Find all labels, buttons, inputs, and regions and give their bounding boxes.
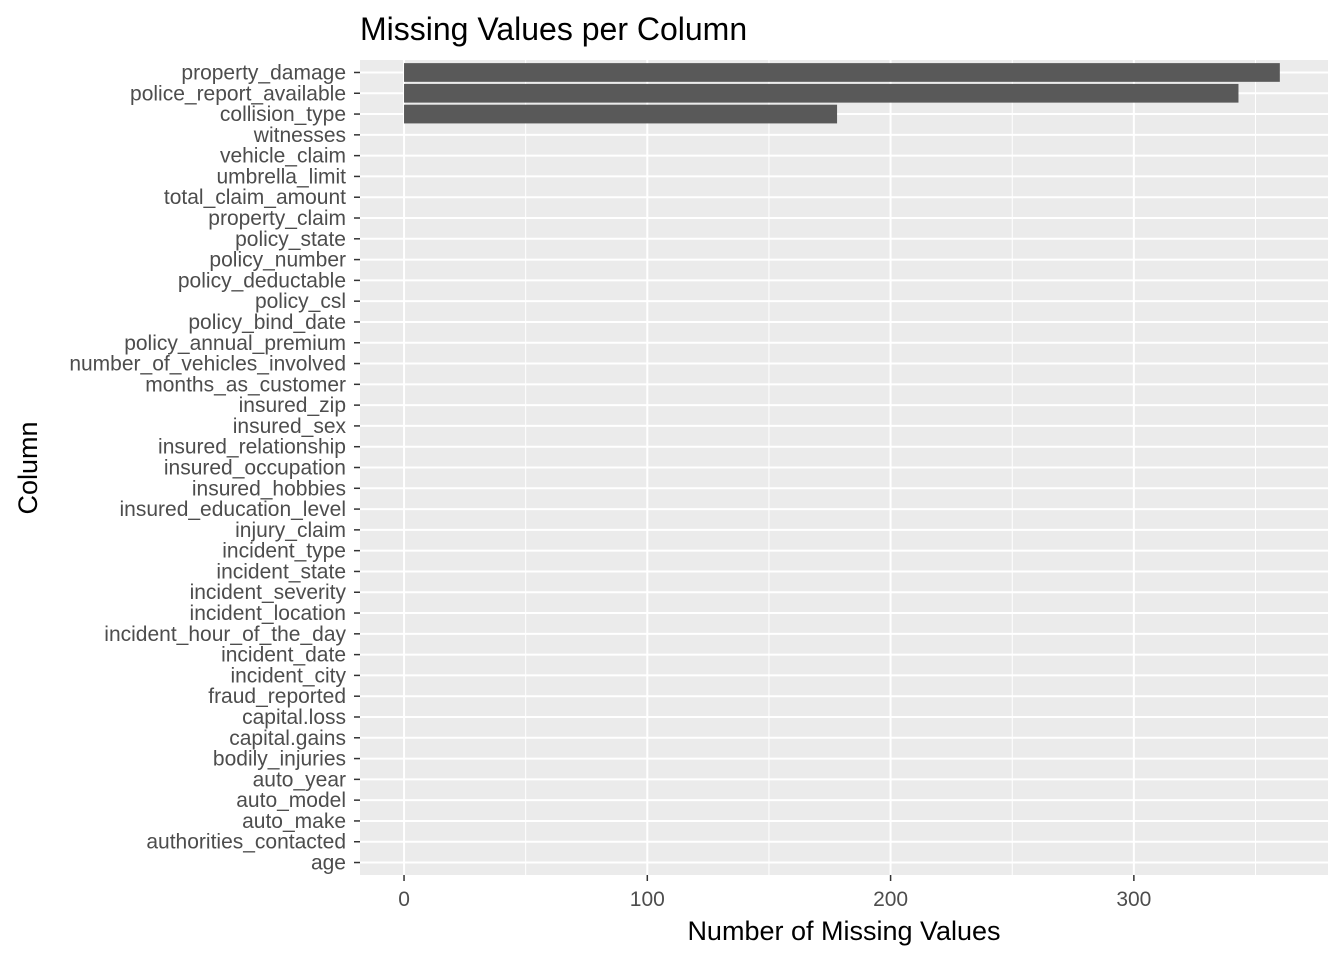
y-tick-label: policy_annual_premium: [124, 332, 346, 355]
y-tick-label: auto_year: [253, 768, 346, 791]
y-tick-label: bodily_injuries: [213, 748, 346, 771]
y-tick-label: injury_claim: [235, 519, 346, 542]
y-tick-label: incident_city: [230, 664, 346, 687]
y-tick-label: capital.loss: [242, 706, 346, 729]
major-gridlines: [360, 60, 1328, 875]
y-tick-label: witnesses: [253, 124, 346, 147]
y-tick-label: auto_make: [242, 810, 346, 833]
x-tick-label: 0: [398, 888, 410, 911]
y-tick-label: incident_hour_of_the_day: [104, 623, 346, 646]
y-tick-label: police_report_available: [130, 82, 346, 105]
y-tick-label: insured_occupation: [164, 457, 346, 480]
y-tick-label: collision_type: [220, 103, 346, 126]
y-tick-label: insured_sex: [233, 415, 347, 438]
y-tick-label: insured_education_level: [120, 498, 347, 521]
y-axis-title: Column: [13, 421, 43, 514]
y-tick-label: policy_bind_date: [188, 311, 346, 334]
y-tick-label: insured_zip: [239, 394, 346, 417]
y-tick-label: property_claim: [208, 207, 346, 230]
y-tick-label: vehicle_claim: [220, 145, 346, 168]
y-tick-label: fraud_reported: [208, 685, 346, 708]
y-tick-label: incident_severity: [190, 581, 347, 604]
y-tick-label: umbrella_limit: [216, 165, 346, 188]
bar-property-damage: [404, 63, 1280, 82]
y-tick-label: policy_number: [209, 249, 346, 272]
bars: [404, 63, 1280, 124]
y-tick-label: age: [311, 852, 346, 875]
chart-title: Missing Values per Column: [360, 11, 747, 47]
bar-collision-type: [404, 104, 838, 124]
y-tick-label: property_damage: [181, 61, 346, 84]
y-tick-label: incident_type: [222, 540, 346, 563]
y-tick-label: incident_date: [221, 644, 346, 667]
y-tick-label: authorities_contacted: [146, 831, 346, 854]
y-tick-label: total_claim_amount: [164, 186, 346, 209]
y-tick-label: policy_state: [235, 228, 346, 251]
x-tick-label: 300: [1116, 888, 1151, 911]
y-tick-label: insured_relationship: [158, 436, 346, 459]
y-axis: ageauthorities_contactedauto_makeauto_mo…: [69, 61, 360, 875]
y-tick-label: insured_hobbies: [192, 477, 346, 500]
y-tick-label: months_as_customer: [145, 373, 346, 396]
x-tick-label: 200: [873, 888, 908, 911]
y-tick-label: auto_model: [236, 789, 346, 812]
y-tick-label: incident_state: [216, 560, 346, 583]
bar-police-report-available: [404, 83, 1239, 103]
y-tick-label: incident_location: [190, 602, 346, 625]
y-tick-label: policy_deductable: [178, 269, 346, 292]
x-axis-title: Number of Missing Values: [687, 916, 1000, 946]
y-tick-label: number_of_vehicles_involved: [69, 353, 346, 376]
y-tick-label: policy_csl: [255, 290, 346, 313]
x-axis: 0 100 200 300: [398, 875, 1151, 911]
y-tick-label: capital.gains: [229, 727, 346, 750]
x-tick-label: 100: [630, 888, 665, 911]
